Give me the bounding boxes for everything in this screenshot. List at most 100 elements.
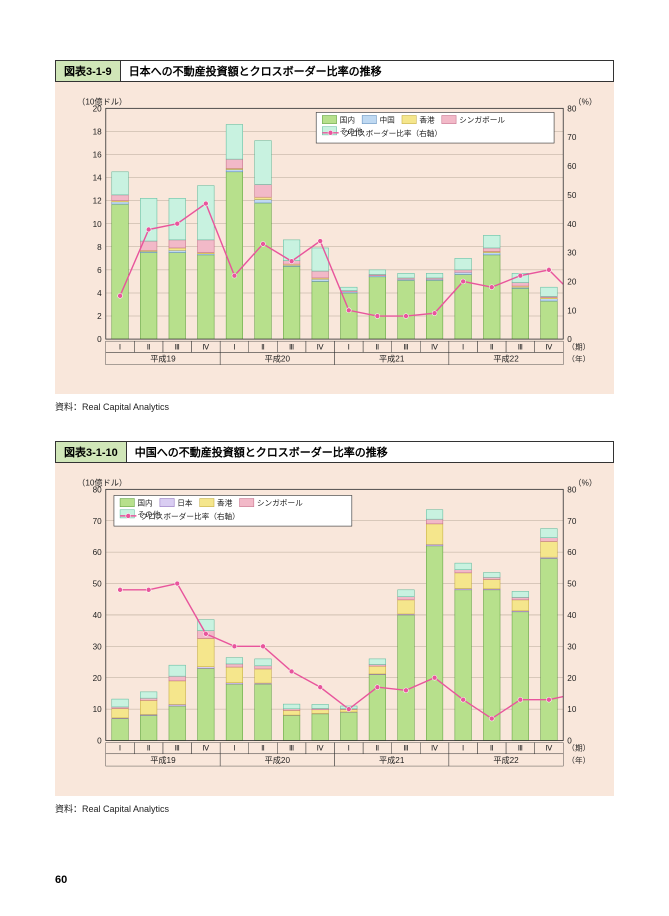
ratio-marker: [232, 644, 237, 649]
bar-seg: [169, 706, 186, 741]
y-right-tick: 20: [567, 277, 577, 286]
y-left-tick: 40: [93, 611, 103, 620]
legend-swatch: [120, 499, 134, 507]
bar-seg: [169, 681, 186, 705]
quarter-label: Ⅳ: [317, 744, 325, 753]
ratio-marker: [375, 685, 380, 690]
quarter-label: Ⅰ: [119, 342, 121, 351]
figure-source: 資料：Real Capital Analytics: [55, 400, 614, 413]
legend-label: 中国: [380, 115, 395, 125]
quarter-label: Ⅰ: [233, 342, 235, 351]
ratio-marker: [146, 587, 151, 592]
bar-seg: [112, 172, 129, 195]
y-right-tick: 30: [567, 249, 577, 258]
bar-seg: [398, 590, 415, 597]
y-left-tick: 10: [93, 705, 103, 714]
quarter-label: Ⅱ: [490, 342, 494, 351]
y-left-tick: 18: [93, 127, 103, 136]
year-label: 平成21: [379, 354, 405, 364]
bar-seg: [398, 600, 415, 614]
quarter-label: Ⅰ: [462, 744, 464, 753]
bar-seg: [512, 600, 529, 611]
legend-line-marker: [126, 514, 131, 519]
bar-seg: [283, 704, 300, 709]
ratio-marker: [232, 273, 237, 278]
bar-seg: [140, 692, 157, 698]
figure-block-1: 図表3-1-10中国への不動産投資額とクロスボーダー比率の推移010203040…: [55, 441, 614, 815]
bar-seg: [198, 186, 215, 240]
y-right-tick: 40: [567, 611, 577, 620]
quarter-label: Ⅲ: [518, 744, 523, 753]
bar-seg: [226, 159, 243, 168]
quarter-label: Ⅲ: [289, 744, 294, 753]
y-left-tick: 8: [97, 243, 102, 252]
legend-label: 香港: [217, 498, 233, 508]
y-left-tick: 4: [97, 289, 102, 298]
bar-seg: [512, 592, 529, 598]
ratio-marker: [518, 697, 523, 702]
y-left-tick: 16: [93, 151, 103, 160]
figure-title: 日本への不動産投資額とクロスボーダー比率の推移: [121, 61, 613, 81]
quarter-label: Ⅲ: [403, 342, 408, 351]
bar-seg: [198, 668, 215, 740]
bar-seg: [369, 277, 386, 339]
legend-swatch: [442, 115, 456, 123]
legend-label: 国内: [340, 115, 355, 125]
chart-area: 0246810121416182001020304050607080（10億ドル…: [55, 82, 614, 394]
y-right-tick: 10: [567, 306, 577, 315]
ratio-marker: [489, 716, 494, 721]
bar-seg: [226, 664, 243, 667]
ratio-marker: [318, 685, 323, 690]
bar-seg: [455, 563, 472, 570]
quarter-label: Ⅱ: [376, 342, 380, 351]
figure-title: 中国への不動産投資額とクロスボーダー比率の推移: [127, 442, 613, 462]
ratio-marker: [518, 273, 523, 278]
ratio-marker: [261, 644, 266, 649]
bar-seg: [255, 141, 272, 185]
y-left-tick: 2: [97, 312, 102, 321]
legend-line-marker: [328, 130, 333, 135]
quarter-label: Ⅱ: [147, 342, 151, 351]
bar-seg: [341, 287, 358, 290]
bar-seg: [283, 711, 300, 716]
bar-seg: [398, 273, 415, 278]
bar-seg: [312, 271, 329, 278]
bar-seg: [198, 620, 215, 631]
ratio-marker: [461, 279, 466, 284]
ratio-marker: [203, 631, 208, 636]
quarter-label: Ⅱ: [490, 744, 494, 753]
bar-seg: [369, 659, 386, 665]
bar-seg: [226, 684, 243, 741]
bar-seg: [112, 204, 129, 339]
bar-seg: [312, 281, 329, 339]
bar-seg: [455, 573, 472, 589]
bar-seg: [541, 287, 558, 296]
year-label: 平成19: [150, 755, 176, 765]
figure-block-0: 図表3-1-9日本への不動産投資額とクロスボーダー比率の推移0246810121…: [55, 60, 614, 413]
y-right-tick: 70: [567, 133, 577, 142]
legend-label: 国内: [137, 498, 152, 508]
ratio-marker: [146, 227, 151, 232]
chart-svg: 0246810121416182001020304050607080（10億ドル…: [69, 92, 600, 388]
quarter-label: Ⅳ: [545, 744, 553, 753]
y-right-tick: 20: [567, 674, 577, 683]
legend-label: 香港: [419, 115, 435, 125]
bar-seg: [140, 698, 157, 700]
bar-seg: [255, 659, 272, 666]
legend-line-label: クロスボーダー比率（右軸）: [343, 128, 442, 138]
quarter-label: Ⅱ: [261, 342, 265, 351]
bar-seg: [226, 667, 243, 683]
bar-seg: [398, 597, 415, 600]
bar-seg: [312, 705, 329, 709]
bar-seg: [226, 172, 243, 339]
bar-seg: [426, 546, 443, 741]
bar-seg: [512, 597, 529, 600]
bar-seg: [512, 612, 529, 741]
bar-seg: [169, 676, 186, 681]
year-label: 平成22: [493, 755, 519, 765]
quarter-label: Ⅲ: [518, 342, 523, 351]
bar-seg: [255, 199, 272, 202]
bar-seg: [541, 559, 558, 741]
bar-seg: [198, 240, 215, 253]
legend-label: シンガポール: [459, 115, 505, 125]
